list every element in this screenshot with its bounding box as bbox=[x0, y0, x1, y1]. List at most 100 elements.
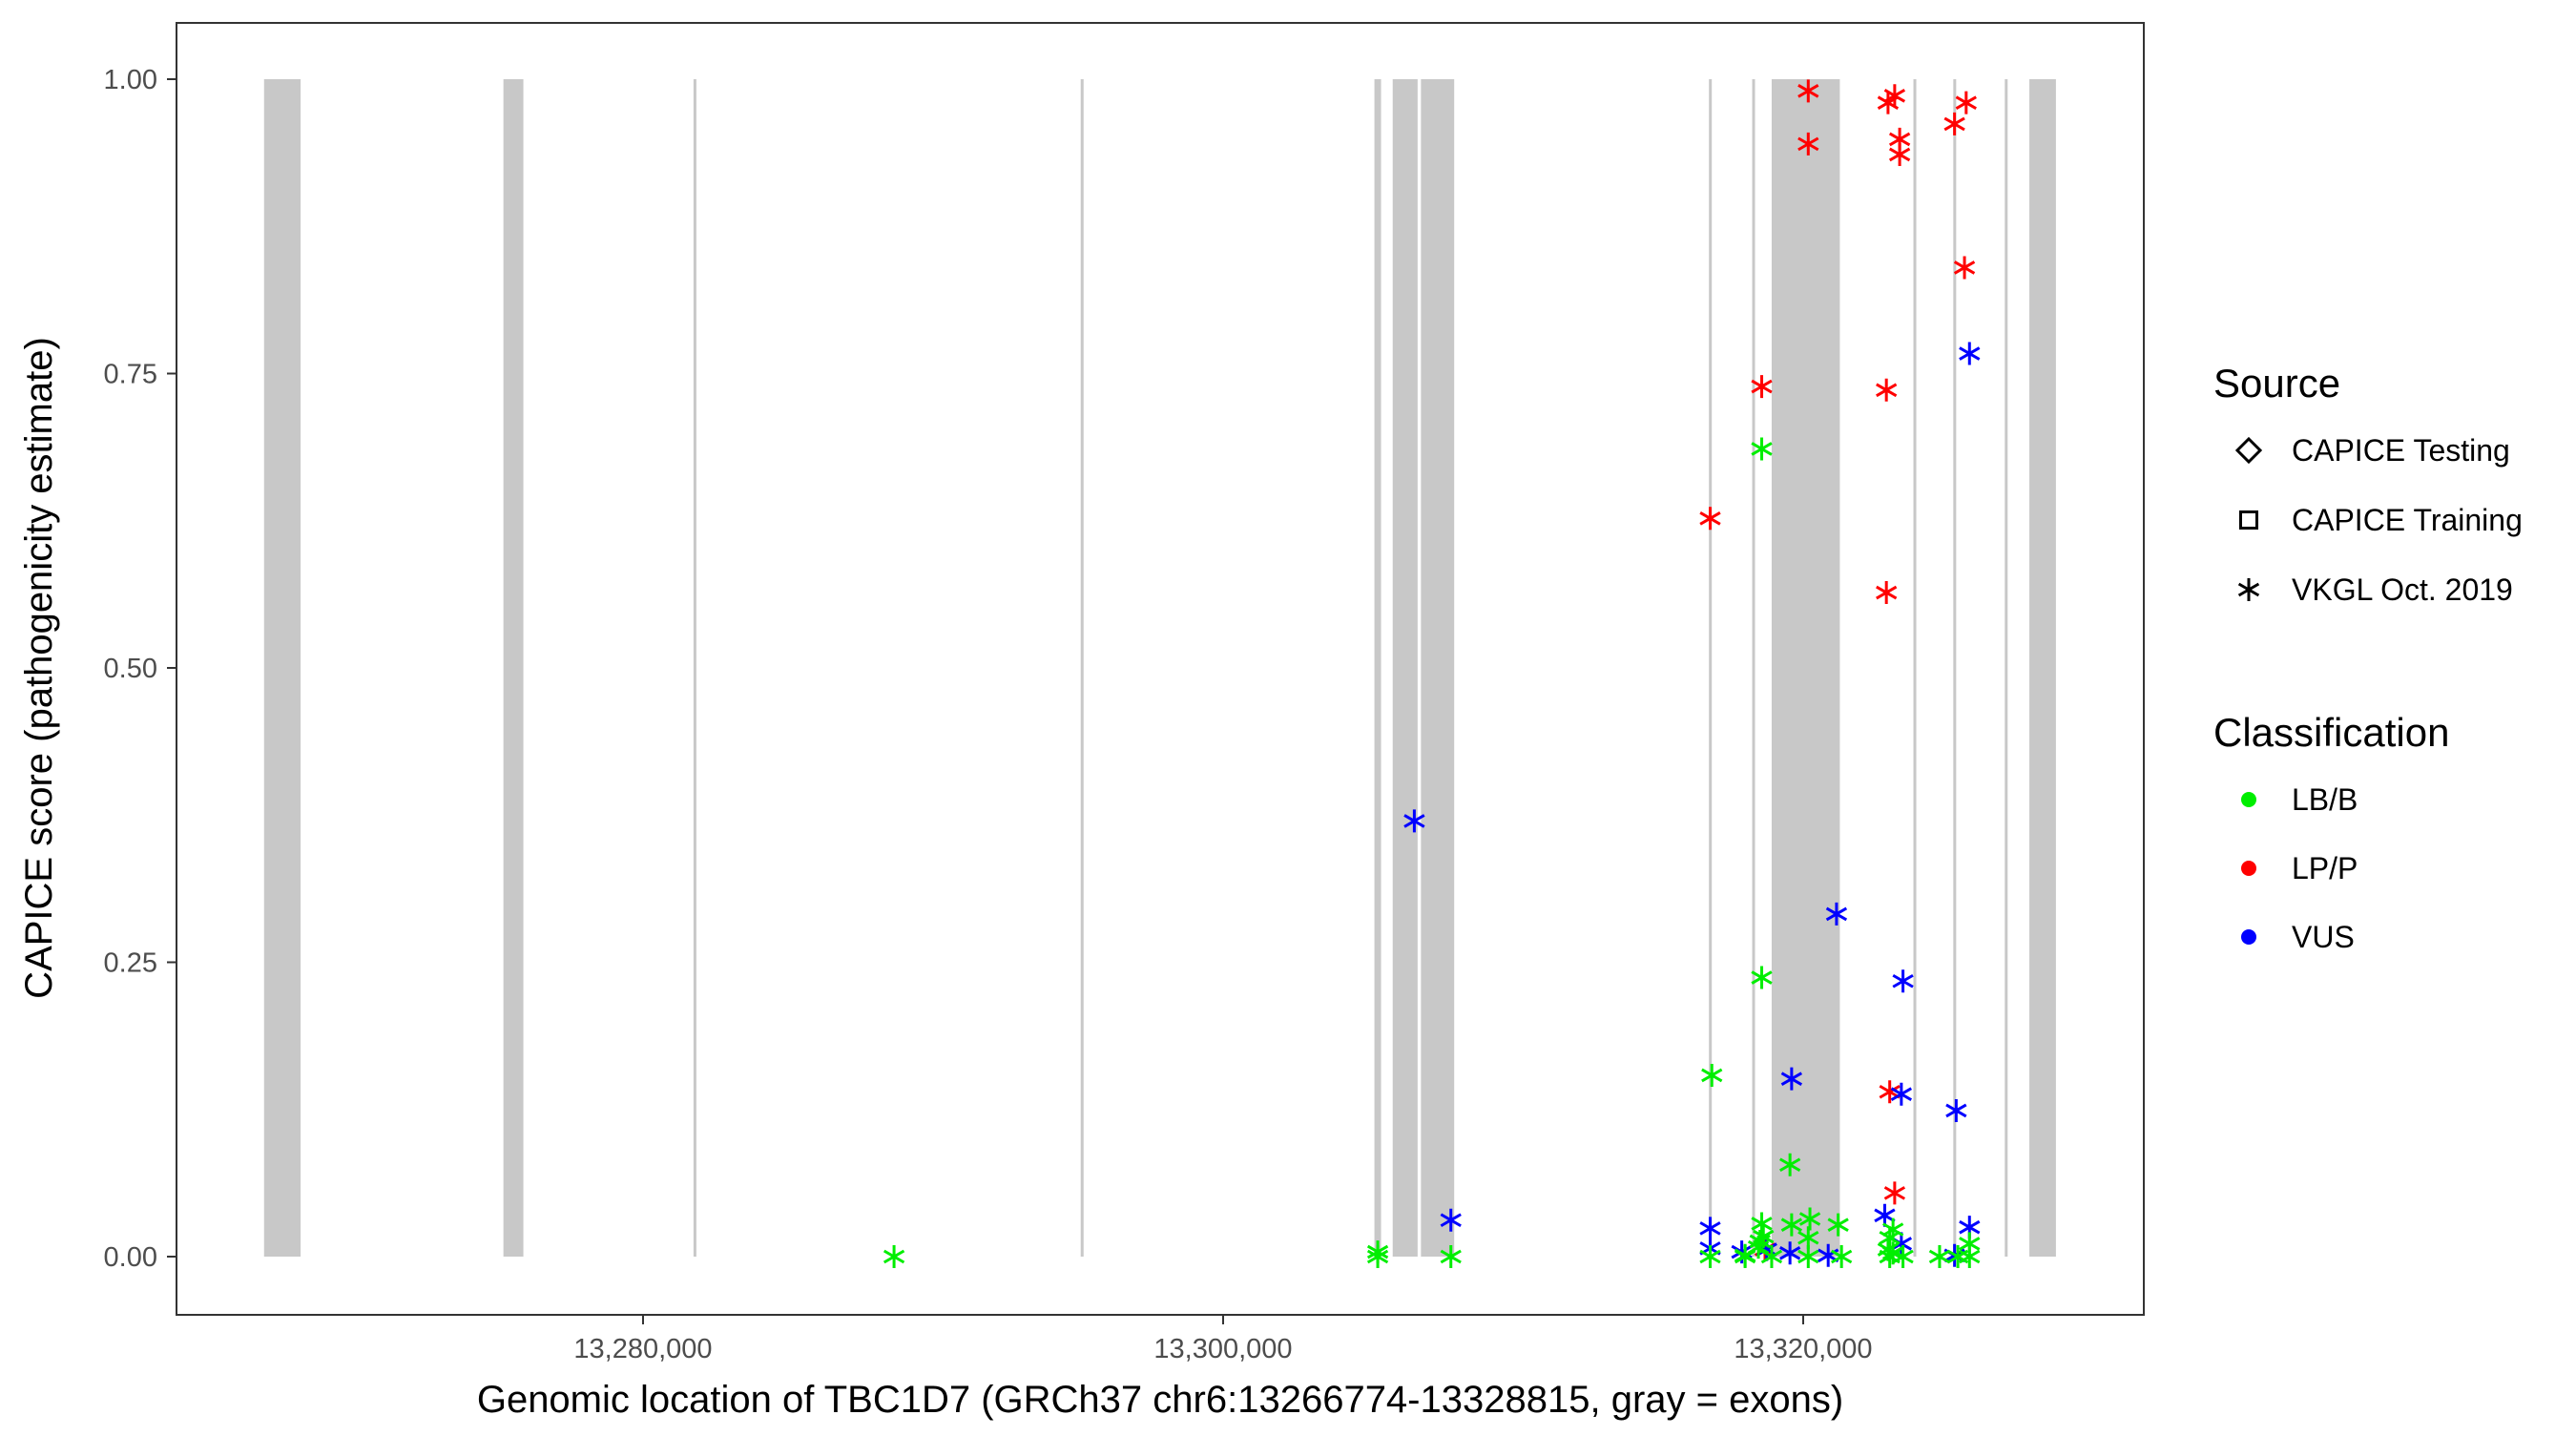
exon-band bbox=[1913, 79, 1917, 1257]
x-tick-label: 13,280,000 bbox=[573, 1334, 712, 1364]
data-point bbox=[883, 1245, 905, 1268]
exon-bands bbox=[263, 79, 2056, 1257]
asterisk-marker bbox=[1780, 1213, 1803, 1237]
legend-label: VUS bbox=[2292, 920, 2355, 954]
exon-band bbox=[693, 79, 696, 1257]
data-point bbox=[1699, 507, 1721, 531]
exon-band bbox=[1080, 79, 1084, 1257]
asterisk-marker bbox=[1879, 1226, 1901, 1250]
legend-label: VKGL Oct. 2019 bbox=[2292, 572, 2513, 607]
data-point bbox=[1751, 1212, 1773, 1236]
exon-band bbox=[1752, 79, 1755, 1257]
x-tick-label: 13,320,000 bbox=[1734, 1334, 1872, 1364]
legend-label: LB/B bbox=[2292, 782, 2358, 817]
data-point bbox=[1797, 79, 1819, 103]
data-point bbox=[1734, 1243, 1756, 1267]
exon-band bbox=[263, 79, 301, 1257]
x-axis-title: Genomic location of TBC1D7 (GRCh37 chr6:… bbox=[477, 1379, 1843, 1421]
data-point bbox=[1945, 1098, 1967, 1122]
data-point bbox=[1876, 581, 1898, 605]
data-point bbox=[1892, 969, 1914, 993]
data-point bbox=[1825, 902, 1848, 926]
asterisk-marker bbox=[1778, 1153, 1801, 1176]
asterisk-marker bbox=[1751, 375, 1773, 399]
asterisk-marker bbox=[1928, 1245, 1951, 1268]
asterisk-marker bbox=[1825, 902, 1848, 926]
data-point bbox=[1953, 256, 1976, 280]
asterisk-marker bbox=[1945, 1098, 1967, 1122]
asterisk-marker bbox=[1440, 1208, 1462, 1232]
x-tick-label: 13,300,000 bbox=[1153, 1334, 1292, 1364]
asterisk-marker bbox=[1874, 1203, 1896, 1227]
legend-title-classification: Classification bbox=[2213, 710, 2449, 755]
square-marker bbox=[2239, 510, 2258, 530]
y-tick-label: 1.00 bbox=[104, 65, 157, 95]
legend-key-dot-icon bbox=[2241, 861, 2256, 876]
data-point bbox=[1798, 1207, 1821, 1231]
asterisk-marker bbox=[1883, 84, 1906, 108]
asterisk-marker bbox=[1882, 1241, 1904, 1265]
asterisk-marker bbox=[1749, 1229, 1771, 1253]
asterisk-marker bbox=[1797, 1226, 1819, 1250]
data-point bbox=[1882, 1241, 1904, 1265]
exon-band bbox=[1421, 79, 1455, 1257]
data-point bbox=[1440, 1208, 1462, 1232]
data-point bbox=[1955, 91, 1977, 114]
asterisk-marker bbox=[1780, 1067, 1803, 1091]
data-point bbox=[1876, 378, 1898, 402]
data-point bbox=[1699, 1245, 1721, 1268]
asterisk-marker bbox=[1403, 809, 1425, 833]
data-point bbox=[1928, 1245, 1951, 1268]
data-point bbox=[1827, 1213, 1849, 1237]
data-point bbox=[1366, 1245, 1389, 1268]
asterisk-marker bbox=[1699, 1217, 1721, 1240]
data-point bbox=[1959, 1232, 1981, 1256]
data-point bbox=[1780, 1067, 1803, 1091]
asterisk-marker bbox=[1876, 581, 1898, 605]
exon-band bbox=[1392, 79, 1418, 1257]
y-axis: 0.00 0.25 0.50 0.75 1.00 bbox=[104, 65, 177, 1273]
data-point bbox=[1403, 809, 1425, 833]
data-point bbox=[1760, 1245, 1783, 1268]
data-point bbox=[1778, 1241, 1801, 1265]
data-point bbox=[1701, 1063, 1723, 1087]
asterisk-marker bbox=[1798, 1207, 1821, 1231]
data-point bbox=[1780, 1213, 1803, 1237]
data-point bbox=[1751, 437, 1773, 461]
asterisk-marker bbox=[1890, 1082, 1913, 1106]
asterisk-marker bbox=[1883, 1181, 1906, 1205]
asterisk-marker bbox=[883, 1245, 905, 1268]
exon-band bbox=[1709, 79, 1713, 1257]
legend-key-dot-icon bbox=[2241, 792, 2256, 807]
data-point bbox=[1749, 1229, 1771, 1253]
data-point bbox=[1831, 1245, 1853, 1268]
data-point bbox=[1751, 966, 1773, 989]
asterisk-marker bbox=[1751, 437, 1773, 461]
y-axis-title: CAPICE score (pathogenicity estimate) bbox=[18, 337, 60, 999]
legend: Source Classification CAPICE Testing CAPI… bbox=[2213, 361, 2523, 954]
legend-key-diamond-icon bbox=[2234, 436, 2263, 465]
data-points bbox=[883, 79, 1981, 1268]
asterisk-marker bbox=[1876, 378, 1898, 402]
legend-key-asterisk-icon bbox=[2237, 578, 2260, 601]
asterisk-marker bbox=[1831, 1245, 1853, 1268]
asterisk-marker bbox=[1440, 1245, 1462, 1268]
legend-label: LP/P bbox=[2292, 851, 2358, 885]
data-point bbox=[1879, 1226, 1901, 1250]
asterisk-marker bbox=[1827, 1213, 1849, 1237]
asterisk-marker bbox=[1955, 91, 1977, 114]
asterisk-marker bbox=[1366, 1245, 1389, 1268]
data-point bbox=[1959, 342, 1981, 365]
exon-band bbox=[1374, 79, 1381, 1257]
asterisk-marker bbox=[1699, 1245, 1721, 1268]
asterisk-marker bbox=[1751, 1212, 1773, 1236]
exon-band bbox=[503, 79, 524, 1257]
asterisk-marker bbox=[1943, 112, 1965, 135]
data-point bbox=[1778, 1153, 1801, 1176]
asterisk-marker bbox=[1959, 1232, 1981, 1256]
data-point bbox=[1751, 375, 1773, 399]
x-axis: 13,280,000 13,300,000 13,320,000 bbox=[573, 1315, 1873, 1364]
exon-band bbox=[2029, 79, 2056, 1257]
